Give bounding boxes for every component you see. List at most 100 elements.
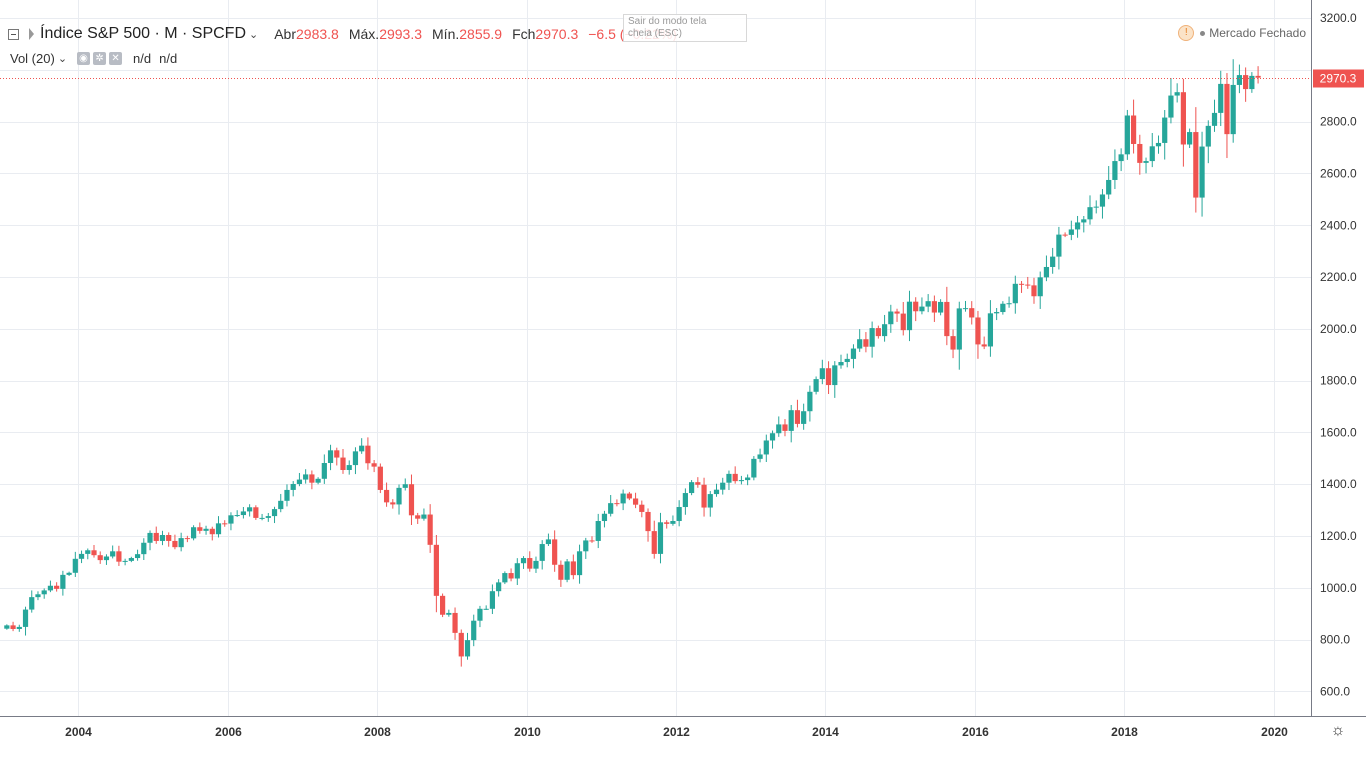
candle xyxy=(1099,189,1106,219)
candle xyxy=(116,545,122,566)
candle xyxy=(900,301,906,336)
candle xyxy=(147,530,153,551)
candle xyxy=(458,629,464,667)
chart-settings-gear-icon[interactable]: ☼ xyxy=(1330,722,1346,739)
candle xyxy=(751,456,757,481)
candle xyxy=(1031,277,1037,304)
candle xyxy=(819,359,825,385)
volume-legend: Vol (20) ⌄ ◉ ✲ ✕ n/d n/d xyxy=(10,49,177,67)
candle xyxy=(757,448,763,463)
candle xyxy=(987,300,994,357)
candle xyxy=(122,558,128,566)
candle xyxy=(695,477,701,488)
candle xyxy=(857,329,863,352)
candle xyxy=(1255,66,1261,84)
candle xyxy=(396,484,402,515)
candle xyxy=(471,614,477,647)
candle xyxy=(1018,281,1025,293)
candle xyxy=(589,536,595,543)
chevron-down-icon[interactable]: ⌄ xyxy=(249,28,259,41)
candle xyxy=(1000,301,1006,315)
collapse-icon[interactable] xyxy=(8,28,19,40)
time-tick-label: 2018 xyxy=(1111,725,1138,739)
candle xyxy=(552,530,558,572)
candle xyxy=(844,353,850,368)
candle xyxy=(894,308,900,322)
candle xyxy=(1112,149,1118,190)
candle xyxy=(520,556,527,569)
candle xyxy=(956,301,962,370)
time-tick-label: 2004 xyxy=(65,725,92,739)
candle xyxy=(801,403,807,430)
tooltip-line-2: cheia (ESC) xyxy=(628,28,682,39)
candle xyxy=(1143,157,1149,174)
candle xyxy=(72,551,78,577)
candle xyxy=(371,459,377,473)
candle xyxy=(1168,78,1174,124)
candle xyxy=(483,605,489,610)
eye-icon[interactable]: ◉ xyxy=(77,51,91,65)
candle xyxy=(85,548,91,560)
market-status[interactable]: ! Mercado Fechado xyxy=(1178,24,1306,42)
candle xyxy=(670,515,676,526)
candle xyxy=(209,526,215,541)
chevron-down-icon[interactable]: ⌄ xyxy=(57,52,68,65)
price-tick-label: 1600.0 xyxy=(1320,425,1357,439)
candle xyxy=(234,510,240,517)
candle xyxy=(732,466,738,484)
market-status-label: Mercado Fechado xyxy=(1209,26,1306,40)
candle xyxy=(415,512,421,524)
flag-icon[interactable] xyxy=(29,28,34,40)
candle xyxy=(682,488,688,515)
candle xyxy=(408,474,415,526)
candle xyxy=(707,491,713,517)
candle xyxy=(91,545,97,558)
candle xyxy=(197,522,203,534)
candle xyxy=(869,321,875,358)
candle xyxy=(726,470,732,491)
candle xyxy=(166,532,172,547)
candle xyxy=(178,532,184,552)
volume-value-1: n/d xyxy=(133,50,152,66)
candle xyxy=(128,556,134,563)
candle xyxy=(888,304,894,333)
candle xyxy=(190,525,197,541)
candle xyxy=(134,549,141,561)
status-dot-icon xyxy=(1200,30,1206,36)
symbol-title[interactable]: Índice S&P 500 · M · SPCFD xyxy=(40,25,246,42)
candle xyxy=(228,512,234,531)
candle xyxy=(365,437,371,470)
price-tick-label: 1000.0 xyxy=(1320,581,1357,595)
candle xyxy=(103,554,110,565)
volume-indicator-label[interactable]: Vol (20) xyxy=(10,50,55,66)
close-icon[interactable]: ✕ xyxy=(109,51,123,65)
candle xyxy=(632,492,639,509)
candle xyxy=(763,434,769,462)
candle xyxy=(776,416,782,437)
candle xyxy=(906,290,913,342)
candle xyxy=(788,404,794,443)
candle xyxy=(1230,59,1236,143)
price-tick-label: 800.0 xyxy=(1320,633,1350,647)
gear-icon[interactable]: ✲ xyxy=(93,51,107,65)
candle xyxy=(141,538,147,561)
warning-icon: ! xyxy=(1178,25,1195,41)
candle xyxy=(570,554,576,580)
open-value: 2983.8 xyxy=(296,26,339,42)
candle xyxy=(813,376,819,395)
candle xyxy=(838,354,844,369)
candle xyxy=(576,544,583,584)
candle xyxy=(259,513,265,521)
candle xyxy=(938,299,944,316)
candle xyxy=(321,454,327,484)
candle xyxy=(153,526,159,544)
candle xyxy=(66,571,72,577)
candle xyxy=(738,475,745,485)
candle xyxy=(390,499,396,509)
candle xyxy=(925,294,931,313)
candle xyxy=(29,590,35,613)
candle xyxy=(290,481,296,497)
candle xyxy=(271,506,278,524)
candle xyxy=(881,314,888,342)
